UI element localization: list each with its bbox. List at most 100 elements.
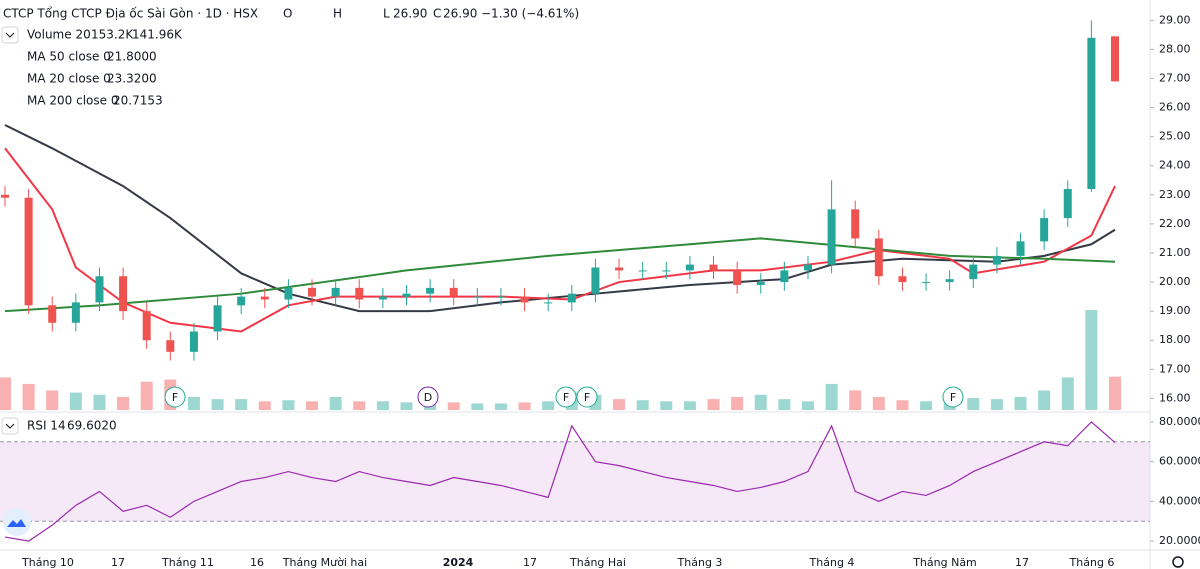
candle-body bbox=[48, 305, 57, 323]
candle-body bbox=[119, 276, 128, 312]
candle-body bbox=[284, 287, 293, 300]
y-tick-label: 17.00 bbox=[1159, 362, 1191, 375]
legend-value: 141.96K bbox=[132, 28, 183, 42]
volume-bar bbox=[920, 401, 933, 410]
event-marker[interactable] bbox=[555, 386, 577, 408]
candle-body bbox=[733, 270, 742, 285]
volume-bar bbox=[0, 377, 11, 410]
volume-bar bbox=[1061, 377, 1074, 410]
y-tick-label: 25.00 bbox=[1159, 130, 1191, 143]
y-tick-label: 27.00 bbox=[1159, 72, 1191, 85]
legend-value: 20.7153 bbox=[113, 94, 163, 108]
volume-bar bbox=[282, 400, 295, 410]
x-tick-label: 17 bbox=[1015, 556, 1029, 569]
event-marker[interactable] bbox=[576, 386, 598, 408]
change-value: −1.30 (−4.61%) bbox=[481, 7, 579, 21]
candle-body bbox=[544, 302, 553, 304]
candle-body bbox=[638, 270, 647, 272]
y-tick-label: 18.00 bbox=[1159, 333, 1191, 346]
y-tick-label: 22.00 bbox=[1159, 217, 1191, 230]
x-tick-label: Tháng Hai bbox=[569, 556, 626, 569]
volume-bar bbox=[967, 398, 980, 410]
settings-icon[interactable] bbox=[1172, 556, 1184, 568]
volume-bar bbox=[660, 401, 673, 410]
volume-bar bbox=[896, 400, 909, 410]
x-tick-label: Tháng Năm bbox=[912, 556, 977, 569]
volume-bar bbox=[518, 402, 531, 410]
candle-body bbox=[260, 296, 269, 300]
candle-body bbox=[827, 209, 836, 265]
y-tick-label: 26.00 bbox=[1159, 101, 1191, 114]
candle-body bbox=[780, 270, 789, 283]
event-label: F bbox=[950, 391, 956, 404]
candle-body bbox=[851, 209, 860, 239]
volume-bar bbox=[683, 401, 696, 410]
candle-body bbox=[969, 264, 978, 280]
legend-value: 153.2K bbox=[91, 28, 134, 42]
volume-bar bbox=[731, 396, 744, 410]
rsi-tick-label: 40.0000 bbox=[1159, 494, 1200, 507]
ohlc-name: O bbox=[283, 7, 292, 21]
candle-body bbox=[922, 282, 931, 284]
x-tick-label: 2024 bbox=[443, 556, 474, 569]
rsi-tick-label: 20.0000 bbox=[1159, 534, 1200, 547]
y-tick-label: 16.00 bbox=[1159, 391, 1191, 404]
rsi-band bbox=[0, 441, 1150, 522]
event-marker[interactable] bbox=[942, 386, 964, 408]
candle-body bbox=[685, 264, 694, 271]
volume-bar bbox=[1014, 396, 1027, 410]
volume-bar bbox=[93, 394, 106, 410]
volume-bar bbox=[329, 396, 342, 410]
candle-body bbox=[1016, 241, 1025, 256]
legend-value: 69.6020 bbox=[67, 419, 117, 433]
volume-bar bbox=[46, 390, 59, 410]
legend-value: 23.3200 bbox=[107, 72, 157, 86]
volume-bar bbox=[69, 392, 82, 410]
candle-body bbox=[449, 287, 458, 297]
x-tick-label: 17 bbox=[523, 556, 537, 569]
volume-bar bbox=[447, 402, 460, 410]
ohlc-name: C bbox=[433, 7, 441, 21]
candle-body bbox=[1040, 218, 1049, 242]
rsi-tick-label: 60.0000 bbox=[1159, 455, 1200, 468]
candle-body bbox=[95, 276, 104, 303]
volume-bar bbox=[990, 399, 1003, 410]
x-tick-label: Tháng Mười hai bbox=[282, 556, 367, 569]
collapse-button[interactable] bbox=[1, 26, 19, 44]
event-marker[interactable] bbox=[164, 386, 186, 408]
volume-bar bbox=[825, 383, 838, 410]
legend-name: MA 20 close 0 bbox=[27, 72, 111, 86]
event-label: F bbox=[584, 391, 590, 404]
x-tick-label: Tháng 6 bbox=[1069, 556, 1115, 569]
logo-icon bbox=[7, 519, 26, 527]
rsi-tick-label: 80.0000 bbox=[1159, 415, 1200, 428]
candle-body bbox=[24, 197, 33, 306]
candle-body bbox=[378, 296, 387, 300]
volume-bar bbox=[306, 401, 319, 410]
logo[interactable] bbox=[3, 508, 31, 536]
volume-bar bbox=[471, 403, 484, 410]
chevron-icon bbox=[5, 423, 15, 429]
candle-body bbox=[709, 264, 718, 271]
volume-bar bbox=[140, 381, 153, 410]
candle-body bbox=[426, 287, 435, 294]
volume-bar bbox=[187, 396, 200, 410]
candle-body bbox=[166, 340, 175, 352]
volume-bar bbox=[376, 401, 389, 410]
collapse-button[interactable] bbox=[1, 417, 19, 435]
volume-bar bbox=[211, 399, 224, 410]
volume-bar bbox=[613, 399, 626, 410]
candle-body bbox=[1063, 189, 1072, 219]
y-tick-label: 19.00 bbox=[1159, 304, 1191, 317]
x-tick-label: Tháng 4 bbox=[809, 556, 855, 569]
ma-line bbox=[4, 237, 1116, 313]
volume-bar bbox=[849, 390, 862, 410]
event-marker[interactable] bbox=[417, 386, 439, 408]
x-tick-label: 16 bbox=[250, 556, 264, 569]
candle-body bbox=[898, 276, 907, 283]
chevron-icon bbox=[5, 32, 15, 38]
rsi-line bbox=[4, 421, 1116, 542]
candle-body bbox=[473, 296, 482, 298]
